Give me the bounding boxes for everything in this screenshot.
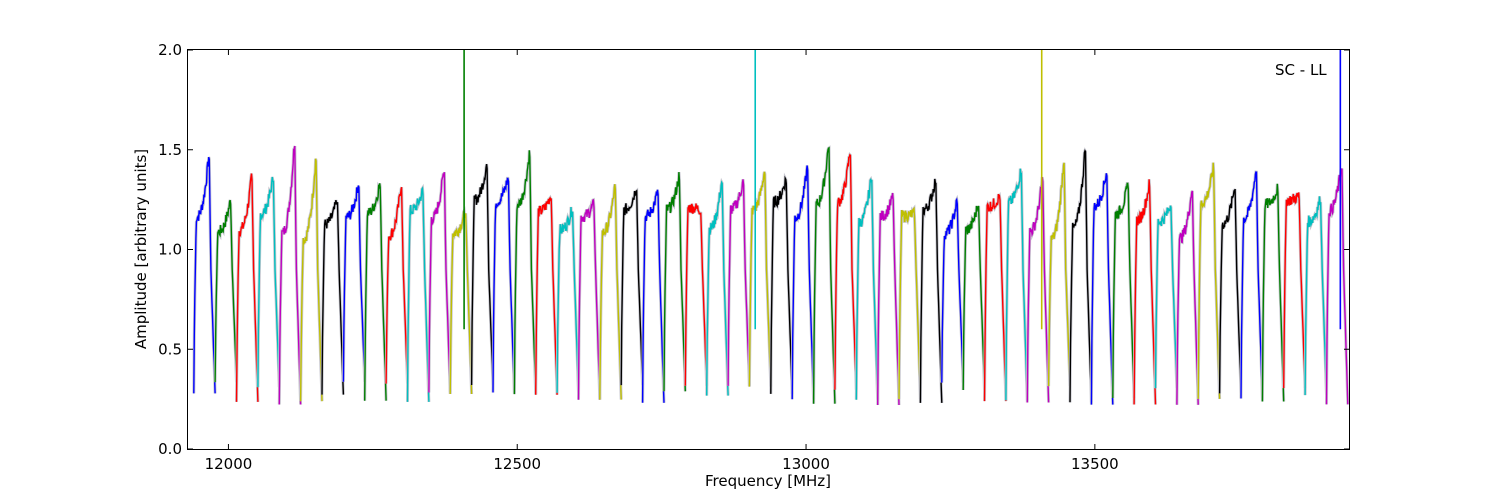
channel-line-45 [1154,205,1178,389]
plot-frame [187,49,1350,450]
channel-line-16 [535,196,558,395]
channel-line-26 [748,171,772,387]
channel-line-2 [235,173,259,402]
channel-line-40 [1047,162,1071,387]
channel-line-42 [1090,173,1114,405]
channel-line-8 [364,183,387,401]
channel-line-9 [385,187,409,384]
channel-line-41 [1069,149,1093,403]
channel-line-50 [1261,183,1285,402]
channel-line-14 [492,177,516,393]
x-tick-label-0: 12000 [205,455,253,473]
channel-line-21 [641,189,665,403]
x-tick-label-2: 13000 [782,455,830,473]
channel-shadow-40 [1047,162,1072,387]
x-axis-label: Frequency [MHz] [705,472,831,490]
plot-area [192,50,1349,406]
channel-line-51 [1283,192,1306,389]
channel-line-37 [983,193,1007,402]
channel-line-18 [577,198,601,400]
channel-line-20 [620,189,644,386]
y-tick-label-2: 1.0 [158,241,182,259]
channel-line-10 [406,186,430,402]
channel-line-39 [1026,177,1050,403]
channel-line-24 [706,180,729,396]
channel-line-29 [812,146,836,404]
channel-line-0 [193,156,216,394]
x-tick-label-1: 12500 [493,455,541,473]
channel-line-53 [1325,168,1349,405]
channel-line-47 [1197,162,1221,399]
channel-line-44 [1133,179,1157,405]
channel-line-25 [727,179,751,386]
channel-line-49 [1240,171,1264,399]
channel-line-52 [1304,196,1328,396]
channel-line-38 [1005,168,1028,401]
channel-line-48 [1218,188,1242,394]
panel-annotation: SC - LL [1275,61,1327,79]
channel-line-5 [299,158,323,402]
channel-line-34 [919,178,943,403]
y-tick-label-4: 2.0 [158,41,182,59]
channel-line-30 [834,153,857,390]
channel-line-27 [770,175,793,394]
channel-line-32 [877,192,900,406]
channel-line-19 [599,184,622,400]
axis-ticks: 12000 12500 13000 13500 0.0 0.5 1.0 1.5 2.0 [158,41,1349,473]
y-tick-label-3: 1.5 [158,141,182,159]
channel-line-3 [257,176,280,388]
channel-line-35 [941,197,964,383]
y-axis-label: Amplitude [arbitrary units] [132,149,150,349]
channel-line-17 [556,206,580,393]
channel-line-12 [449,208,473,395]
channel-line-36 [962,205,986,391]
channel-line-23 [684,203,708,386]
channel-shadow-30 [833,151,858,390]
x-tick-label-3: 13500 [1071,455,1119,473]
channel-line-7 [342,185,366,382]
channel-line-33 [898,206,922,400]
channel-line-6 [321,199,345,395]
channel-line-11 [428,172,451,393]
channel-line-1 [214,199,238,383]
channel-shadow-4 [277,145,303,405]
channel-line-28 [791,165,815,400]
channel-line-43 [1112,182,1135,399]
channel-line-4 [278,145,302,405]
y-tick-label-0: 0.0 [158,440,182,458]
channel-line-46 [1176,190,1199,405]
channel-line-22 [663,172,686,392]
channel-line-31 [855,177,879,400]
channel-line-15 [513,150,537,395]
channel-shadow-5 [299,158,324,402]
y-tick-label-1: 0.5 [158,340,182,358]
channel-line-13 [470,163,494,386]
